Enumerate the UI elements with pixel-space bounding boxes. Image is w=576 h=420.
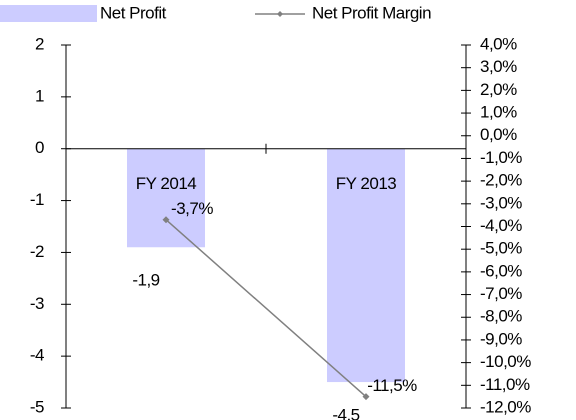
y2-tick-label: 2,0% bbox=[480, 80, 517, 99]
y2-tick-label: -9,0% bbox=[480, 329, 522, 348]
y2-tick-label: 1,0% bbox=[480, 103, 517, 122]
data-label: -1,9 bbox=[132, 271, 159, 290]
x-tick-label: FY 2014 bbox=[136, 174, 197, 193]
data-label: -3,7% bbox=[171, 199, 213, 218]
legend-label: Net Profit bbox=[100, 3, 167, 22]
legend-swatch bbox=[0, 5, 97, 22]
y-tick-label: -5 bbox=[30, 397, 44, 416]
y2-tick-label: -7,0% bbox=[480, 284, 522, 303]
y-tick-label: -1 bbox=[30, 190, 44, 209]
y-tick-label: 0 bbox=[35, 138, 44, 157]
y2-tick-label: -11,0% bbox=[480, 375, 530, 394]
bar bbox=[127, 148, 205, 248]
y2-tick-label: -5,0% bbox=[480, 239, 522, 258]
y-tick-label: 1 bbox=[35, 86, 44, 105]
y2-tick-label: -1,0% bbox=[480, 148, 522, 167]
y-tick-label: -3 bbox=[30, 294, 44, 313]
y2-tick-label: 4,0% bbox=[480, 34, 517, 53]
y-tick-label: -4 bbox=[30, 346, 44, 365]
marker bbox=[162, 216, 170, 224]
x-tick-label: FY 2013 bbox=[336, 174, 397, 193]
y-tick-label: 2 bbox=[35, 34, 44, 53]
y2-tick-label: -12,0% bbox=[480, 397, 531, 416]
y2-tick-label: -8,0% bbox=[480, 307, 522, 326]
y2-tick-label: -2,0% bbox=[480, 171, 522, 190]
line bbox=[165, 219, 367, 398]
y-tick-label: -2 bbox=[30, 242, 44, 261]
y2-tick-label: 3,0% bbox=[480, 57, 517, 76]
y2-tick-label: -3,0% bbox=[480, 193, 522, 212]
y2-tick-label: -6,0% bbox=[480, 261, 522, 280]
y2-tick-label: -10,0% bbox=[480, 352, 531, 371]
legend-label: Net Profit Margin bbox=[312, 3, 431, 22]
data-label: -11,5% bbox=[367, 376, 417, 395]
marker bbox=[362, 393, 370, 401]
y2-tick-label: -4,0% bbox=[480, 216, 522, 235]
legend-marker bbox=[277, 11, 283, 17]
y2-tick-label: 0,0% bbox=[480, 125, 517, 144]
bar bbox=[327, 148, 405, 383]
data-label: -4,5 bbox=[332, 406, 359, 420]
